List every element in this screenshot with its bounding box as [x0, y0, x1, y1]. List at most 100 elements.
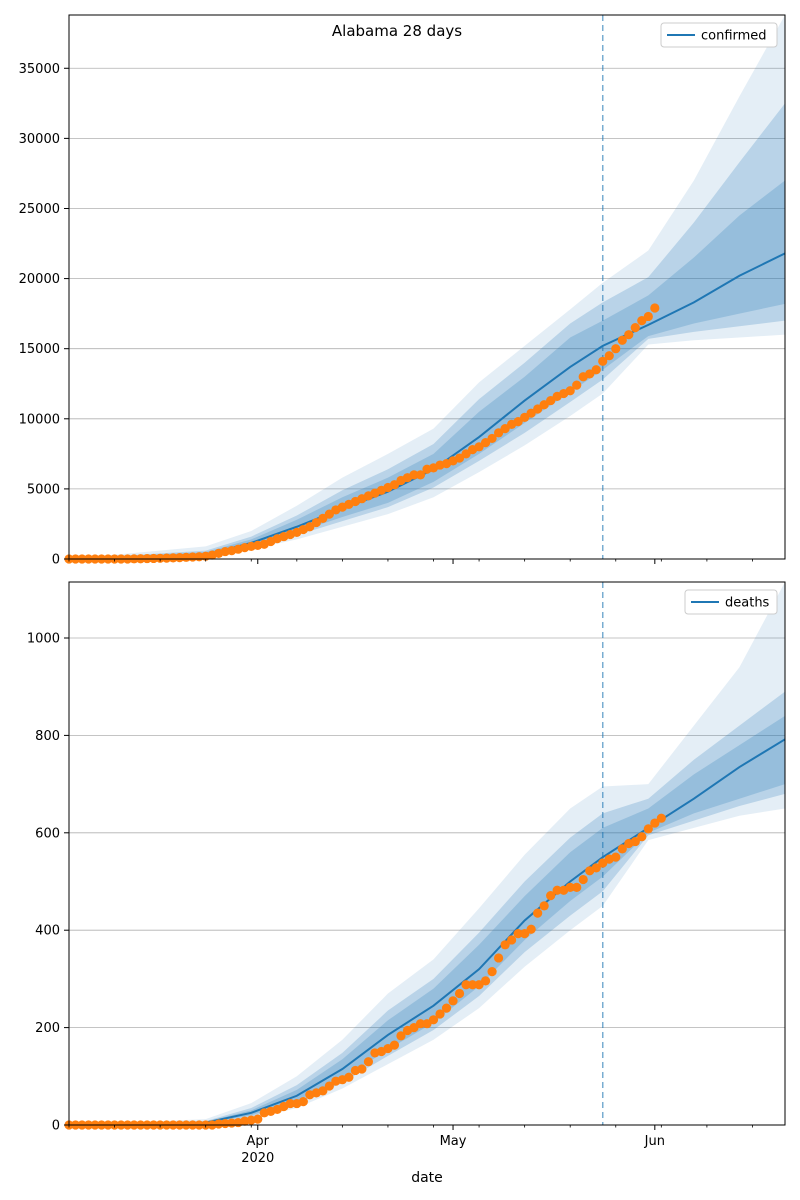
deaths-observed-point: [578, 874, 588, 885]
confirmed-observed-point: [546, 395, 556, 406]
deaths-observed-point: [363, 1057, 374, 1067]
deaths-observed-point: [572, 882, 582, 892]
deaths-observed-point: [637, 832, 647, 842]
deaths-observed-point: [643, 824, 653, 834]
deaths-y-tick-label: 1000: [27, 632, 60, 647]
confirmed-observed-point: [311, 517, 321, 528]
confirmed-observed-point: [500, 424, 510, 434]
deaths-observed-point: [298, 1097, 308, 1107]
deaths-observed-point: [318, 1086, 328, 1096]
deaths-band-3: [69, 582, 785, 1125]
deaths-median-line: [68, 738, 786, 1126]
confirmed-observed-point: [494, 428, 504, 438]
confirmed-legend: confirmed: [660, 22, 778, 48]
deaths-y-tick-label: 800: [35, 729, 60, 744]
deaths-y-tick-label: 0: [52, 1119, 60, 1134]
confirmed-observed-point: [533, 404, 543, 414]
confirmed-x-ticks: [68, 559, 753, 564]
deaths-legend-box: [684, 589, 778, 615]
confirmed-band-2: [69, 180, 785, 559]
deaths-observed-point: [650, 818, 660, 828]
confirmed-observed-point: [318, 513, 328, 523]
deaths-uncertainty-bands: [69, 582, 785, 1125]
confirmed-observed-point: [526, 408, 536, 418]
deaths-observed-point: [591, 863, 601, 873]
confirmed-y-tick-label: 25000: [19, 202, 60, 217]
deaths-observed-point: [396, 1031, 406, 1041]
confirmed-observed-point: [520, 412, 530, 422]
confirmed-band-3: [69, 15, 785, 559]
deaths-observed-point: [461, 980, 471, 990]
confirmed-observed-point: [585, 369, 595, 379]
confirmed-observed-point: [389, 480, 400, 490]
deaths-observed-point: [617, 844, 627, 854]
confirmed-observed-point: [487, 433, 497, 444]
deaths-y-tick-label: 400: [35, 924, 60, 939]
deaths-observed-point: [285, 1098, 295, 1109]
confirmed-observed-point: [454, 453, 465, 463]
deaths-observed-point: [611, 852, 621, 862]
deaths-panel: 0 200 400 600 800 1000 Apr 2020 May Jun deaths: [27, 581, 786, 1166]
confirmed-observed-point: [630, 323, 640, 333]
confirmed-observed-point: [415, 470, 426, 480]
confirmed-legend-label: confirmed: [701, 29, 767, 44]
deaths-observed-point: [565, 882, 575, 892]
deaths-observed-point: [441, 1003, 452, 1013]
confirmed-observed-point: [480, 438, 491, 448]
confirmed-y-tick-label: 10000: [19, 412, 60, 427]
confirmed-observed-point: [565, 386, 575, 396]
deaths-x-tick-label: Jun: [644, 1134, 665, 1149]
confirmed-observed-point: [181, 552, 191, 562]
deaths-y-tick-label: 600: [35, 826, 60, 841]
confirmed-axes-frame: [68, 14, 786, 560]
confirmed-observed-point: [409, 470, 419, 480]
deaths-observed-point: [448, 996, 458, 1006]
confirmed-observed-point: [650, 303, 660, 313]
confirmed-y-tick-label: 20000: [19, 272, 60, 287]
confirmed-y-ticks: 0 5000 10000 15000 20000 25000 30000 35000: [19, 62, 69, 568]
deaths-y-ticks: 0 200 400 600 800 1000: [27, 632, 69, 1134]
deaths-legend-label: deaths: [725, 596, 770, 611]
confirmed-y-tick-label: 30000: [19, 132, 60, 147]
deaths-observed-point: [428, 1015, 439, 1025]
deaths-axes-frame: [68, 581, 786, 1126]
confirmed-observed-point: [474, 442, 484, 452]
deaths-observed-point: [630, 836, 640, 847]
confirmed-observed-point: [305, 522, 315, 532]
deaths-observed-point: [546, 891, 556, 901]
deaths-observed-point: [435, 1009, 445, 1019]
deaths-observed-point: [415, 1019, 426, 1029]
confirmed-observed-point: [637, 316, 647, 326]
deaths-observed-point: [324, 1081, 334, 1091]
deaths-x-ticks: Apr 2020 May Jun: [68, 1125, 753, 1166]
confirmed-observed-point: [175, 552, 185, 563]
confirmed-observed-point: [598, 356, 608, 366]
deaths-observed-point: [526, 924, 536, 934]
deaths-x-tick-label: May: [440, 1134, 467, 1149]
deaths-x-tick-sublabel: 2020: [241, 1151, 274, 1166]
confirmed-legend-box: [660, 22, 778, 48]
confirmed-observed-point: [149, 553, 159, 564]
confirmed-y-tick-label: 5000: [27, 482, 60, 497]
x-axis-label: date: [411, 1170, 443, 1186]
chart-title: Alabama 28 days: [332, 22, 462, 40]
confirmed-observed-point: [155, 553, 165, 563]
deaths-observed-point: [520, 929, 530, 939]
deaths-observed-point: [533, 908, 543, 918]
confirmed-y-tick-label: 15000: [19, 342, 60, 357]
deaths-observed-point: [454, 988, 465, 999]
confirmed-observed-point: [513, 416, 523, 427]
confirmed-observed-point: [539, 400, 549, 410]
deaths-observed-point: [467, 980, 478, 990]
deaths-observed-point: [539, 901, 549, 911]
deaths-observed-point: [500, 940, 510, 950]
confirmed-observed-point: [324, 509, 334, 519]
confirmed-observed-point: [617, 335, 627, 345]
deaths-observed-point: [344, 1072, 354, 1082]
deaths-observed-point: [253, 1114, 263, 1124]
deaths-observed-point: [389, 1040, 400, 1050]
confirmed-observed-point: [604, 351, 614, 361]
deaths-observed-point: [494, 953, 504, 963]
deaths-y-tick-label: 200: [35, 1021, 60, 1036]
